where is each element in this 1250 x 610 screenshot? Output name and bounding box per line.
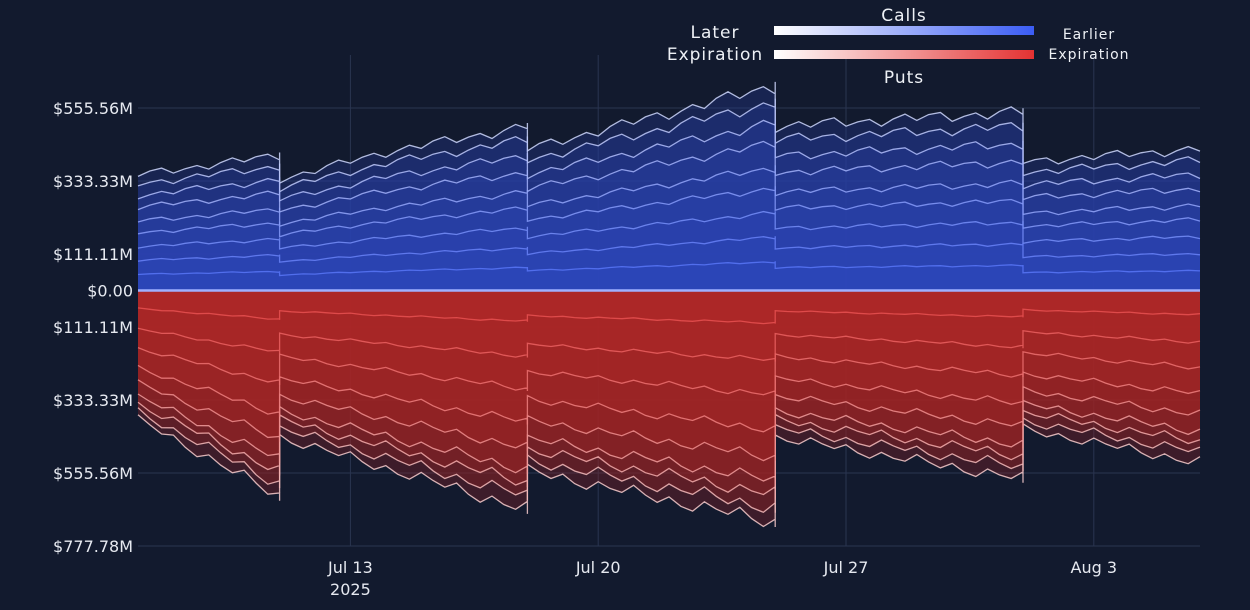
calls-band-area bbox=[138, 261, 1200, 291]
puts-band-line bbox=[137, 407, 1201, 514]
y-axis: $555.56M $333.33M $111.11M $0.00 $111.11M $33… bbox=[53, 99, 133, 556]
calls-band-line bbox=[137, 261, 1201, 277]
calls-band-line bbox=[137, 119, 1201, 202]
x-tick-label: Jul 20 bbox=[575, 558, 621, 577]
legend-later-label: Later bbox=[690, 23, 739, 43]
calls-band-area bbox=[138, 186, 1200, 291]
puts-band-area bbox=[138, 290, 1200, 461]
y-tick-label: $111.11M bbox=[53, 318, 133, 337]
y-tick-label: $555.56M bbox=[53, 99, 133, 118]
area-bands bbox=[137, 81, 1201, 528]
puts-band-line bbox=[137, 307, 1201, 325]
calls-band-line bbox=[137, 98, 1201, 193]
y-tick-label: $777.78M bbox=[53, 537, 133, 556]
calls-band-line bbox=[137, 210, 1201, 250]
y-tick-label: $333.33M bbox=[53, 391, 133, 410]
calls-band-line bbox=[137, 236, 1201, 263]
legend-later-expiration-label: Expiration bbox=[667, 45, 763, 65]
puts-band-area bbox=[138, 290, 1200, 527]
puts-band-line bbox=[137, 379, 1201, 462]
y-tick-label: $111.11M bbox=[53, 245, 133, 264]
puts-band-area bbox=[138, 290, 1200, 324]
y-tick-label: $555.56M bbox=[53, 464, 133, 483]
puts-band-line bbox=[137, 364, 1201, 433]
legend-calls-label: Calls bbox=[881, 6, 927, 26]
calls-band-line bbox=[137, 165, 1201, 228]
legend-earlier-label: Earlier bbox=[1063, 27, 1115, 43]
puts-band-line bbox=[137, 346, 1201, 397]
x-tick-label: Aug 3 bbox=[1071, 558, 1118, 577]
puts-band-line bbox=[137, 414, 1201, 528]
puts-band-area bbox=[138, 290, 1200, 433]
puts-band-line bbox=[137, 393, 1201, 485]
calls-band-line bbox=[137, 140, 1201, 213]
x-tick-label: Jul 13 bbox=[327, 558, 373, 577]
y-tick-label: $0.00 bbox=[87, 282, 133, 301]
legend: Calls Puts Later Expiration Earlier Expi… bbox=[667, 6, 1129, 88]
legend-puts-gradient bbox=[774, 50, 1034, 59]
puts-band-area bbox=[138, 290, 1200, 485]
y-tick-label: $333.33M bbox=[53, 172, 133, 191]
legend-puts-label: Puts bbox=[884, 68, 924, 88]
legend-earlier-expiration-label: Expiration bbox=[1048, 47, 1129, 63]
x-axis: Jul 13 Jul 20 Jul 27 Aug 3 2025 bbox=[327, 558, 1117, 599]
puts-band-line bbox=[137, 327, 1201, 362]
calls-band-line bbox=[137, 186, 1201, 238]
puts-band-area bbox=[138, 290, 1200, 362]
puts-band-line bbox=[137, 401, 1201, 499]
calls-band-line bbox=[137, 81, 1201, 185]
calls-band-area bbox=[138, 165, 1200, 291]
calls-band-area bbox=[138, 98, 1200, 291]
legend-calls-gradient bbox=[774, 26, 1034, 35]
calls-band-area bbox=[138, 236, 1200, 291]
x-year-label: 2025 bbox=[330, 580, 371, 599]
calls-band-area bbox=[138, 81, 1200, 291]
x-tick-label: Jul 27 bbox=[823, 558, 869, 577]
